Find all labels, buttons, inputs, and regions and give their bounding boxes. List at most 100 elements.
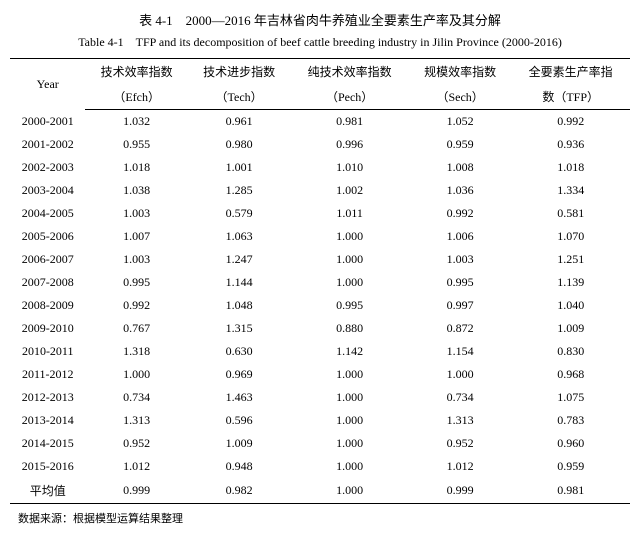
table-cell: 1.000: [85, 363, 187, 386]
col-tfp-1: 全要素生产率指: [511, 59, 630, 85]
table-row: 2011-20121.0000.9691.0001.0000.968: [10, 363, 630, 386]
table-cell: 0.579: [188, 202, 290, 225]
table-cell: 1.247: [188, 248, 290, 271]
table-cell: 1.142: [290, 340, 409, 363]
table-cell: 1.251: [511, 248, 630, 271]
table-cell: 2009-2010: [10, 317, 85, 340]
col-tech-1: 技术进步指数: [188, 59, 290, 85]
table-cell: 2005-2006: [10, 225, 85, 248]
col-tech-2: （Tech）: [188, 84, 290, 110]
table-cell: 1.018: [85, 156, 187, 179]
table-cell: 1.052: [409, 110, 511, 134]
table-cell: 1.010: [290, 156, 409, 179]
table-cell: 1.144: [188, 271, 290, 294]
data-source: 数据来源：根据模型运算结果整理: [10, 510, 630, 526]
table-cell: 1.000: [290, 386, 409, 409]
table-cell: 0.596: [188, 409, 290, 432]
table-cell: 0.999: [85, 478, 187, 504]
table-cell: 0.992: [409, 202, 511, 225]
table-cell: 1.002: [290, 179, 409, 202]
table-cell: 1.075: [511, 386, 630, 409]
table-row: 平均值0.9990.9821.0000.9990.981: [10, 478, 630, 504]
table-cell: 0.961: [188, 110, 290, 134]
table-row: 2003-20041.0381.2851.0021.0361.334: [10, 179, 630, 202]
table-cell: 2003-2004: [10, 179, 85, 202]
table-cell: 0.880: [290, 317, 409, 340]
table-cell: 1.318: [85, 340, 187, 363]
col-efch-1: 技术效率指数: [85, 59, 187, 85]
table-cell: 1.003: [409, 248, 511, 271]
table-row: 2015-20161.0120.9481.0001.0120.959: [10, 455, 630, 478]
table-cell: 0.581: [511, 202, 630, 225]
table-cell: 0.995: [409, 271, 511, 294]
table-row: 2007-20080.9951.1441.0000.9951.139: [10, 271, 630, 294]
table-cell: 0.960: [511, 432, 630, 455]
table-cell: 1.313: [85, 409, 187, 432]
table-cell: 1.032: [85, 110, 187, 134]
table-cell: 0.830: [511, 340, 630, 363]
table-cell: 0.995: [290, 294, 409, 317]
table-cell: 0.969: [188, 363, 290, 386]
table-cell: 2002-2003: [10, 156, 85, 179]
table-cell: 1.000: [290, 248, 409, 271]
table-cell: 1.154: [409, 340, 511, 363]
table-cell: 1.334: [511, 179, 630, 202]
table-cell: 2013-2014: [10, 409, 85, 432]
table-cell: 0.948: [188, 455, 290, 478]
table-cell: 1.006: [409, 225, 511, 248]
table-cell: 2015-2016: [10, 455, 85, 478]
table-cell: 1.000: [290, 432, 409, 455]
col-sech-1: 规模效率指数: [409, 59, 511, 85]
table-cell: 1.009: [511, 317, 630, 340]
table-cell: 1.040: [511, 294, 630, 317]
table-cell: 0.996: [290, 133, 409, 156]
title-chinese: 表 4-1 2000—2016 年吉林省肉牛养殖业全要素生产率及其分解: [10, 10, 630, 29]
table-cell: 0.982: [188, 478, 290, 504]
table-row: 2012-20130.7341.4631.0000.7341.075: [10, 386, 630, 409]
table-cell: 2004-2005: [10, 202, 85, 225]
col-efch-2: （Efch）: [85, 84, 187, 110]
table-cell: 1.139: [511, 271, 630, 294]
table-cell: 1.313: [409, 409, 511, 432]
col-tfp-2: 数（TFP）: [511, 84, 630, 110]
table-cell: 1.463: [188, 386, 290, 409]
table-cell: 2014-2015: [10, 432, 85, 455]
table-cell: 0.981: [290, 110, 409, 134]
table-cell: 2011-2012: [10, 363, 85, 386]
table-row: 2009-20100.7671.3150.8800.8721.009: [10, 317, 630, 340]
table-cell: 0.999: [409, 478, 511, 504]
table-cell: 0.959: [511, 455, 630, 478]
table-cell: 2006-2007: [10, 248, 85, 271]
table-cell: 2008-2009: [10, 294, 85, 317]
table-row: 2000-20011.0320.9610.9811.0520.992: [10, 110, 630, 134]
col-pech-2: （Pech）: [290, 84, 409, 110]
table-row: 2002-20031.0181.0011.0101.0081.018: [10, 156, 630, 179]
table-cell: 0.997: [409, 294, 511, 317]
col-sech-2: （Sech）: [409, 84, 511, 110]
table-cell: 1.007: [85, 225, 187, 248]
table-cell: 0.952: [85, 432, 187, 455]
table-cell: 2010-2011: [10, 340, 85, 363]
table-cell: 0.992: [85, 294, 187, 317]
col-year: Year: [10, 59, 85, 110]
table-cell: 1.001: [188, 156, 290, 179]
table-cell: 0.981: [511, 478, 630, 504]
table-cell: 0.734: [85, 386, 187, 409]
table-cell: 1.070: [511, 225, 630, 248]
table-cell: 0.952: [409, 432, 511, 455]
table-cell: 1.018: [511, 156, 630, 179]
table-cell: 0.734: [409, 386, 511, 409]
table-row: 2006-20071.0031.2471.0001.0031.251: [10, 248, 630, 271]
table-cell: 1.000: [290, 455, 409, 478]
table-row: 2008-20090.9921.0480.9950.9971.040: [10, 294, 630, 317]
table-cell: 1.000: [290, 271, 409, 294]
table-cell: 1.038: [85, 179, 187, 202]
table-cell: 1.011: [290, 202, 409, 225]
table-cell: 1.003: [85, 248, 187, 271]
table-cell: 0.995: [85, 271, 187, 294]
table-cell: 0.630: [188, 340, 290, 363]
table-cell: 2007-2008: [10, 271, 85, 294]
table-row: 2001-20020.9550.9800.9960.9590.936: [10, 133, 630, 156]
table-cell: 0.783: [511, 409, 630, 432]
tfp-table: Year 技术效率指数 技术进步指数 纯技术效率指数 规模效率指数 全要素生产率…: [10, 58, 630, 504]
